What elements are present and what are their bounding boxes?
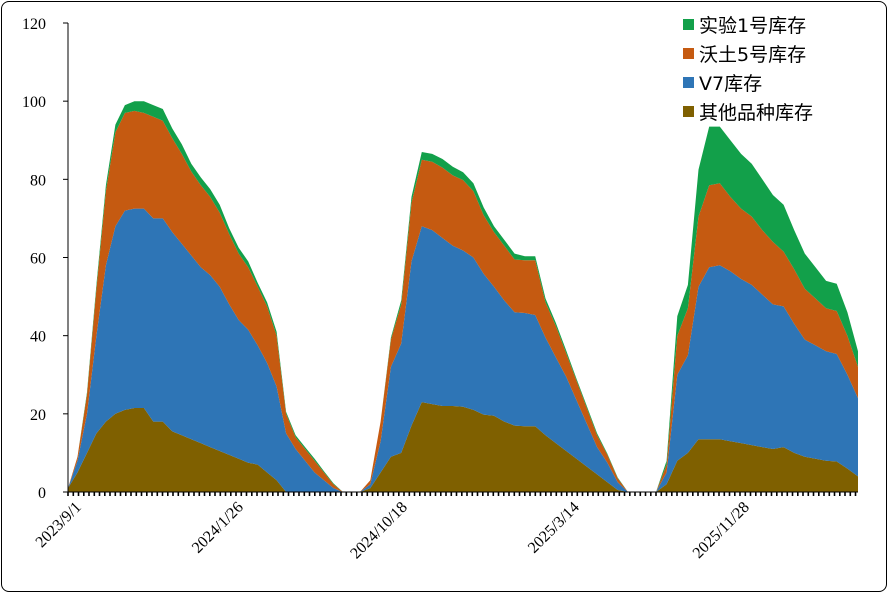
area-season-2023-24-V7库存 xyxy=(68,208,343,492)
x-tick-label: 2024/10/18 xyxy=(347,499,411,563)
area-season-2025-26-其他品种库存 xyxy=(656,439,858,492)
area-layer xyxy=(68,101,858,493)
y-tick-label: 40 xyxy=(30,329,46,346)
area-season-2024-25-其他品种库存 xyxy=(360,402,628,492)
legend-swatch xyxy=(683,48,694,59)
y-axis: 0 20 40 60 80 100 120 xyxy=(22,16,69,502)
legend-swatch xyxy=(683,77,694,88)
legend-label: 其他品种库存 xyxy=(699,102,813,124)
x-axis: 2023/9/1 2024/1/26 2024/10/18 2025/3/14 2025… xyxy=(33,491,858,563)
x-tick-label: 2023/9/1 xyxy=(33,499,85,551)
area-season-2024-25-V7库存 xyxy=(360,226,628,492)
y-tick-label: 80 xyxy=(30,172,46,189)
area-season-2023-24-沃土5号库存 xyxy=(68,110,343,493)
area-season-2025-26-沃土5号库存 xyxy=(656,183,858,492)
y-tick-label: 100 xyxy=(22,94,46,111)
x-tick-label: 2025/11/28 xyxy=(690,499,753,562)
legend-label: 沃土5号库存 xyxy=(699,44,806,66)
y-tick-label: 60 xyxy=(30,251,46,268)
legend-swatch xyxy=(683,106,694,117)
legend-swatch xyxy=(683,19,694,30)
area-season-2025-26-实验1号库存 xyxy=(656,126,858,492)
legend-label: V7库存 xyxy=(699,73,762,95)
y-tick-label: 120 xyxy=(22,16,46,33)
x-tick-label: 2024/1/26 xyxy=(189,499,247,557)
area-season-2023-24-其他品种库存 xyxy=(68,408,343,492)
y-tick-label: 0 xyxy=(38,485,46,502)
legend-label: 实验1号库存 xyxy=(699,15,806,37)
x-tick-label: 2025/3/14 xyxy=(525,499,583,557)
area-season-2025-26-V7库存 xyxy=(656,265,858,492)
y-tick-label: 20 xyxy=(30,407,46,424)
